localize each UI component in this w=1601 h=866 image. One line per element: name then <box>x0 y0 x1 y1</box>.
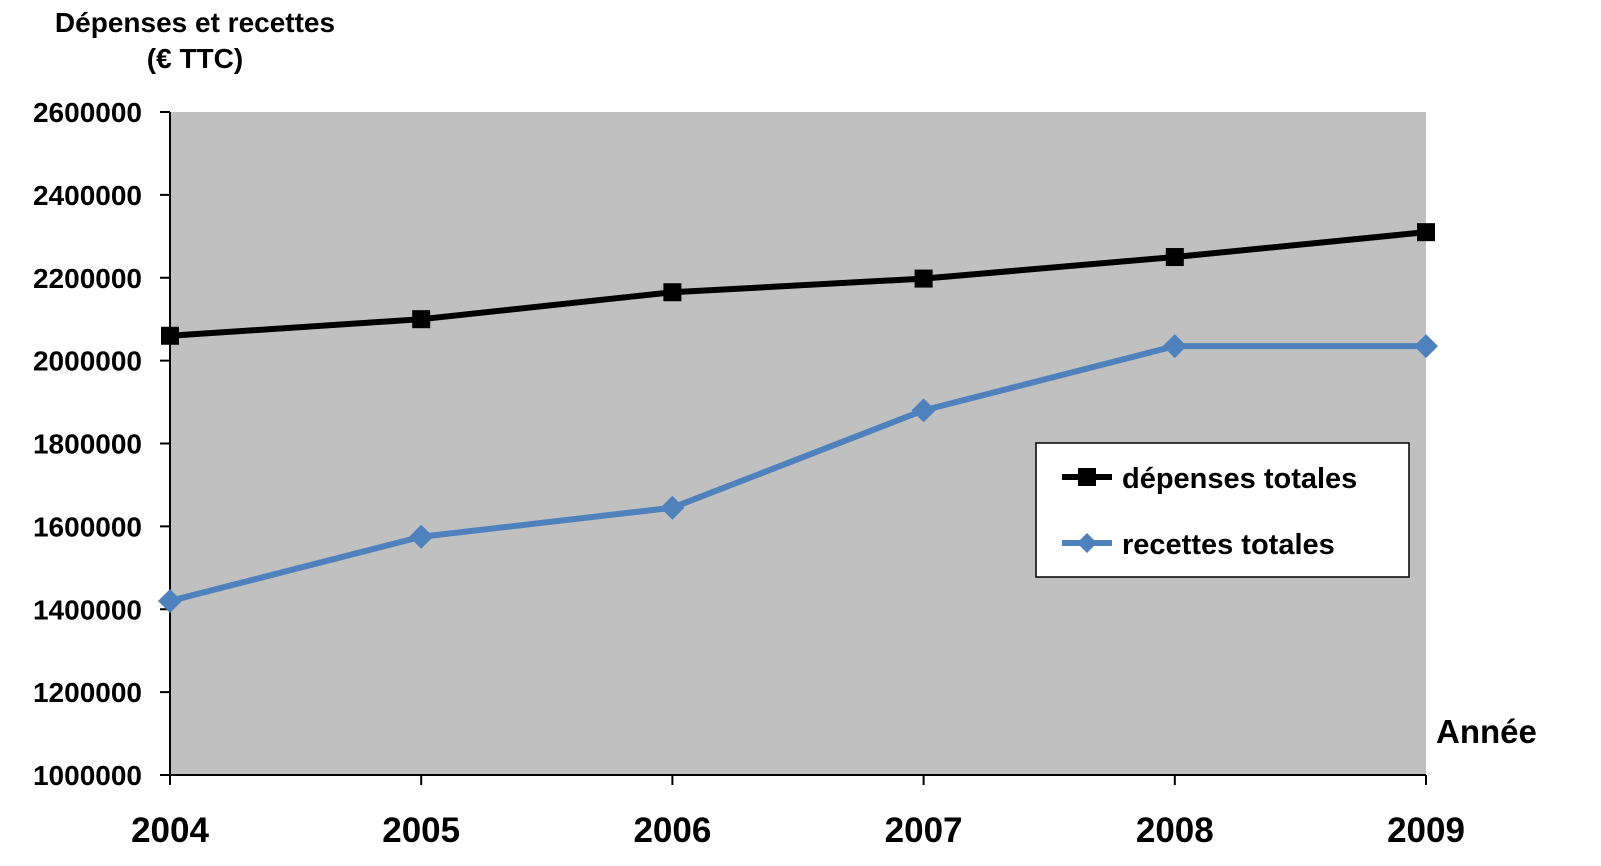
legend: dépenses totales recettes totales <box>1035 442 1410 578</box>
series-line-1 <box>167 343 1429 604</box>
legend-label-recettes: recettes totales <box>1122 529 1335 561</box>
data-point-diamond <box>660 495 685 520</box>
x-tick-label: 2006 <box>633 811 711 850</box>
data-point-diamond <box>1162 334 1187 359</box>
y-tick-label: 1000000 <box>33 760 142 791</box>
data-point-square <box>1165 248 1184 267</box>
y-tick-label: 1400000 <box>33 594 142 625</box>
y-tick-label: 1600000 <box>33 511 142 542</box>
data-point-square <box>663 283 682 302</box>
legend-square-marker-icon <box>1078 468 1096 486</box>
x-tick-label: 2007 <box>885 811 963 850</box>
x-tick-label: 2005 <box>382 811 460 850</box>
data-point-square <box>412 310 431 329</box>
data-point-diamond <box>158 588 182 613</box>
data-point-square <box>1417 223 1435 242</box>
y-tick-label: 1200000 <box>33 677 142 708</box>
data-point-diamond <box>911 398 936 423</box>
y-tick-label: 2400000 <box>33 180 142 211</box>
data-point-square <box>914 269 933 288</box>
legend-label-depenses: dépenses totales <box>1122 463 1357 495</box>
x-axis-title: Année <box>1436 713 1537 750</box>
y-axis-title-line-2: (€ TTC) <box>147 43 243 74</box>
y-tick-label: 2200000 <box>33 263 142 294</box>
legend-box <box>1035 442 1410 578</box>
axes: 1000000 1200000 1400000 1600000 1800000 20000… <box>33 97 1465 850</box>
data-point-diamond <box>1414 334 1438 359</box>
series-line-0 <box>167 229 1429 339</box>
legend-item-depenses: dépenses totales <box>1062 463 1357 495</box>
data-point-diamond <box>409 524 434 549</box>
legend-item-recettes: recettes totales <box>1062 529 1335 561</box>
y-tick-label: 2000000 <box>33 346 142 377</box>
x-tick-label: 2009 <box>1387 811 1465 850</box>
y-axis-title-line-1: Dépenses et recettes <box>55 7 335 38</box>
y-tick-label: 1800000 <box>33 429 142 460</box>
y-tick-label: 2600000 <box>33 97 142 128</box>
data-point-square <box>161 326 179 345</box>
x-tick-label: 2008 <box>1136 811 1214 850</box>
series-layer <box>158 223 1438 613</box>
legend-diamond-marker-icon <box>1077 533 1097 553</box>
x-tick-label: 2004 <box>131 811 209 850</box>
